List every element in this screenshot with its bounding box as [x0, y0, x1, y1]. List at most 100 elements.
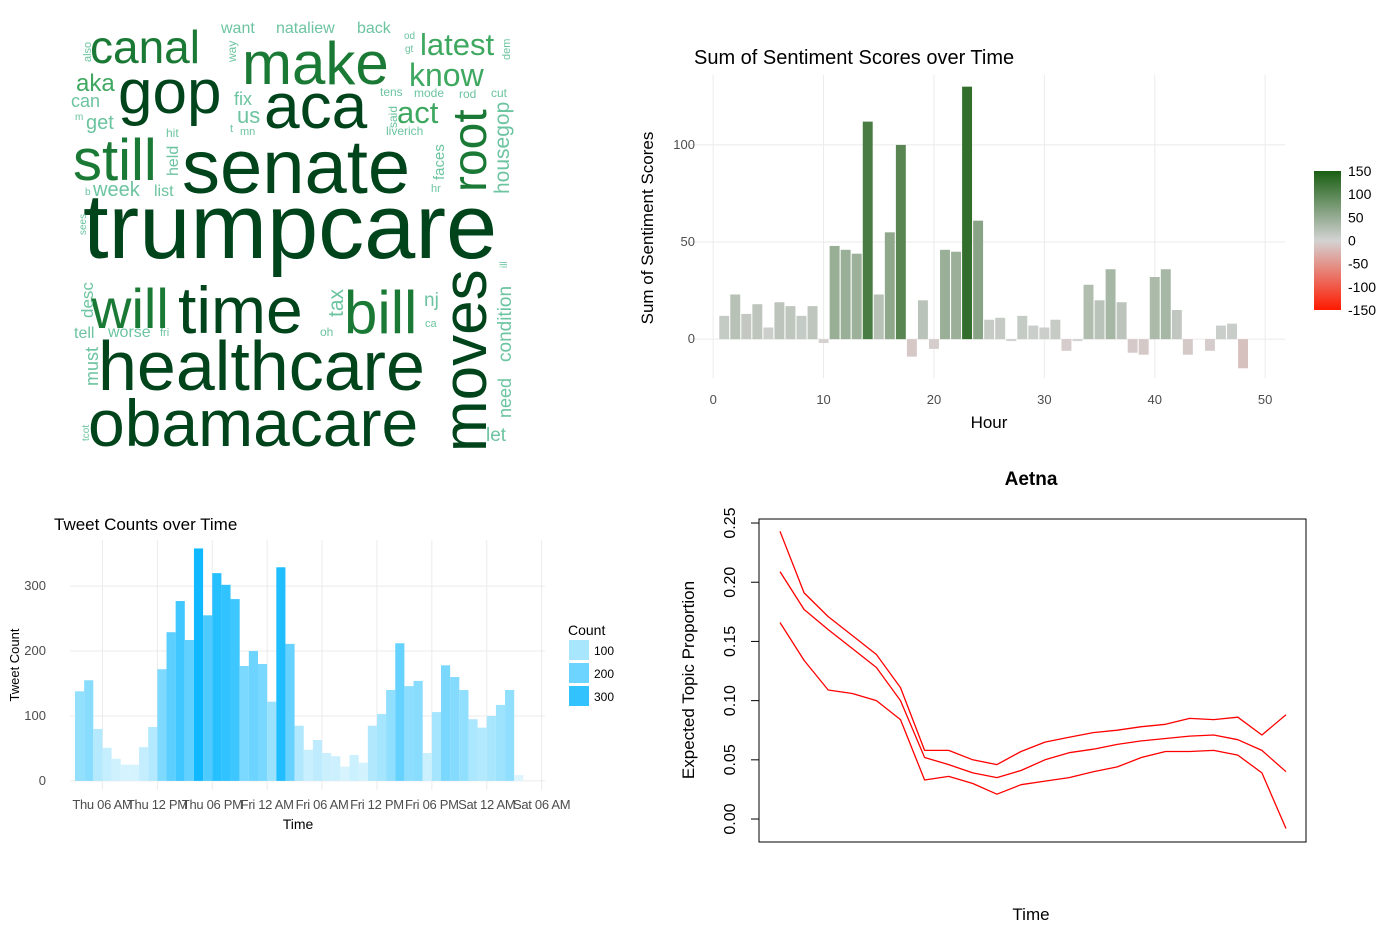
bar	[340, 766, 350, 781]
legend-label: 0	[1348, 233, 1356, 249]
legend-swatch	[569, 686, 589, 706]
y-tick-label: 0.10	[722, 685, 739, 716]
bar	[1028, 325, 1039, 340]
x-tick-label: Fri 12 PM	[350, 797, 404, 812]
word: will	[90, 277, 169, 340]
word: act	[397, 95, 439, 130]
word: faces	[431, 144, 448, 180]
bar	[129, 764, 140, 781]
word: nataliew	[276, 20, 335, 37]
chart-title: Aetna	[1005, 469, 1058, 490]
word: us	[237, 103, 260, 128]
bar	[312, 740, 323, 781]
bar	[763, 327, 774, 340]
bar	[239, 665, 249, 781]
bar	[468, 719, 478, 781]
x-tick-label: 30	[1037, 392, 1051, 407]
plot-box	[758, 518, 1307, 843]
word: fri	[160, 327, 169, 339]
word: worse	[107, 324, 151, 341]
word: bill	[344, 279, 417, 346]
word: gt	[405, 44, 414, 55]
x-tick-label: 40	[1148, 392, 1162, 407]
word: list	[154, 183, 174, 200]
bar	[450, 677, 460, 781]
word: ill	[499, 261, 510, 268]
x-tick-label: Sat 06 AM	[513, 797, 570, 812]
bar	[386, 690, 396, 781]
y-tick-label: 0.25	[722, 507, 739, 538]
word: also	[82, 42, 94, 62]
bar	[962, 86, 973, 340]
y-tick-label: 0.15	[722, 626, 739, 657]
bar	[1238, 339, 1249, 369]
word: senate	[182, 125, 410, 210]
bar	[995, 317, 1006, 340]
word: od	[404, 31, 415, 42]
x-tick-label: Thu 12 PM	[127, 797, 188, 812]
bar	[1227, 323, 1237, 340]
bar	[413, 680, 423, 781]
bar	[785, 306, 796, 340]
word: b	[85, 187, 91, 198]
x-tick-label: 50	[1258, 392, 1272, 407]
word: tax	[325, 288, 348, 317]
bar	[322, 752, 332, 781]
bar	[851, 253, 862, 340]
bar	[741, 313, 752, 340]
line	[779, 622, 1287, 829]
bar	[796, 315, 807, 340]
bar	[166, 632, 176, 781]
bar	[829, 245, 840, 340]
word: t	[230, 123, 233, 135]
bar	[840, 249, 851, 340]
bar	[1127, 339, 1138, 353]
word: make	[242, 30, 389, 97]
bar	[303, 749, 313, 781]
word: gop	[118, 58, 221, 127]
y-tick-label: 0.20	[722, 567, 739, 598]
bar	[184, 640, 194, 781]
x-tick-label: Fri 12 AM	[241, 797, 294, 812]
x-tick-label: 0	[710, 392, 717, 407]
bar	[486, 715, 496, 781]
word: aka	[76, 70, 115, 97]
y-tick-label: 100	[24, 708, 46, 723]
bar	[258, 664, 268, 781]
bar	[719, 315, 730, 340]
bar	[873, 294, 884, 340]
bar	[422, 752, 432, 781]
word: rod	[459, 87, 476, 101]
legend-label: 100	[1348, 186, 1372, 202]
word: week	[92, 179, 141, 201]
y-tick-label: 0.05	[722, 744, 739, 775]
bar	[441, 665, 451, 781]
bar	[294, 725, 304, 781]
bar	[940, 249, 950, 340]
bar	[120, 764, 130, 781]
bar	[376, 714, 387, 781]
word: want	[220, 20, 255, 37]
bar	[951, 251, 962, 340]
word: mode	[414, 86, 444, 100]
bar	[230, 599, 240, 781]
bar	[752, 304, 763, 340]
bar	[1182, 339, 1193, 355]
bar	[1171, 310, 1182, 340]
bar	[139, 747, 149, 781]
bar	[906, 339, 917, 357]
bar	[148, 727, 158, 781]
bar	[1204, 339, 1215, 351]
bar	[862, 121, 873, 340]
line	[779, 571, 1287, 779]
chart-title: Tweet Counts over Time	[54, 515, 237, 534]
legend-label: 200	[594, 667, 614, 681]
bar	[267, 701, 277, 781]
bar	[93, 728, 103, 781]
word: tell	[74, 325, 94, 342]
bar	[1050, 319, 1061, 340]
bar	[404, 686, 414, 781]
bar	[1105, 269, 1116, 340]
word: moves	[431, 269, 500, 452]
bar	[1006, 339, 1017, 342]
